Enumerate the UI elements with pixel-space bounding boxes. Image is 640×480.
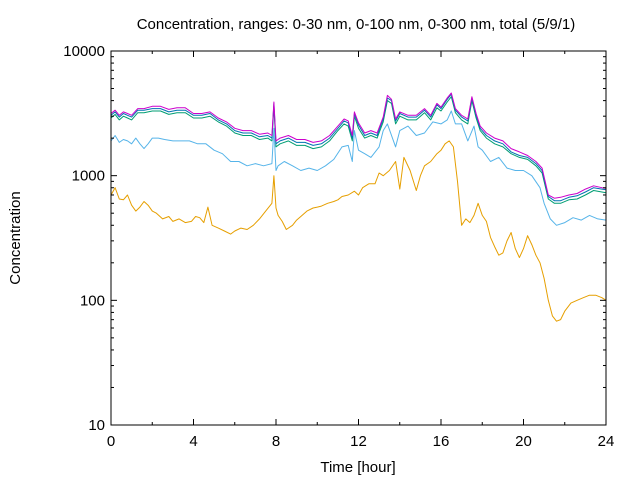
series-line-0	[110, 140, 607, 322]
series-line-3	[110, 93, 607, 202]
chart-title: Concentration, ranges: 0-30 nm, 0-100 nm…	[137, 16, 576, 33]
x-tick-label: 16	[433, 433, 450, 450]
series-line-4	[110, 92, 607, 199]
y-tick-label: 10000	[63, 43, 105, 60]
x-axis-label: Time [hour]	[320, 459, 395, 476]
x-tick-label: 4	[189, 433, 197, 450]
x-tick-label: 20	[515, 433, 532, 450]
x-tick-label: 24	[598, 433, 615, 450]
ticks-layer: 0 4 8 12 16 20 24 10 100 1000 10000	[63, 43, 614, 450]
y-axis-label: Concentration	[7, 191, 24, 284]
series-line-1	[110, 110, 607, 226]
series-line-2	[110, 96, 607, 204]
series-layer	[110, 92, 607, 322]
y-tick-label: 100	[80, 292, 105, 309]
plot-frame	[110, 50, 607, 426]
y-tick-label: 10	[88, 417, 105, 434]
x-tick-label: 12	[350, 433, 367, 450]
y-tick-label: 1000	[72, 168, 105, 185]
x-tick-label: 0	[107, 433, 115, 450]
x-tick-label: 8	[272, 433, 280, 450]
